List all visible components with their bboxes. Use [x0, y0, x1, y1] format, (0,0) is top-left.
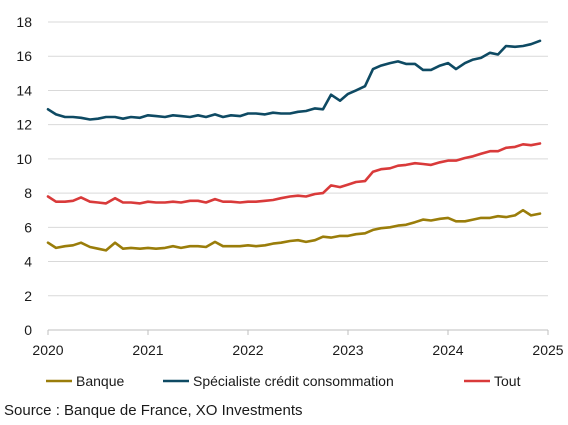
series-lines	[46, 39, 542, 252]
y-tick-label: 2	[24, 288, 32, 304]
x-tick-label: 2020	[32, 342, 63, 358]
y-tick-label: 10	[16, 151, 32, 167]
source-note: Source : Banque de France, XO Investment…	[4, 402, 303, 419]
x-tick-label: 2024	[432, 342, 463, 358]
y-tick-label: 18	[16, 14, 32, 30]
gridlines	[48, 21, 548, 331]
legend: Banque Spécialiste crédit consommation Tou…	[46, 373, 521, 389]
x-tick-label: 2022	[232, 342, 263, 358]
y-tick-label: 16	[16, 48, 32, 64]
y-tick-label: 14	[16, 82, 32, 98]
y-tick-label: 0	[24, 322, 32, 338]
x-tick-label: 2023	[332, 342, 363, 358]
x-tick-label: 2021	[132, 342, 163, 358]
y-axis-ticks: 0 2 4 6 8 10 12 14 16 18	[16, 14, 32, 338]
x-axis-ticks: 2020 2021 2022 2023 2024 2025	[32, 330, 564, 358]
y-tick-label: 12	[16, 117, 32, 133]
y-tick-label: 6	[24, 219, 32, 235]
legend-label-1: Spécialiste crédit consommation	[193, 373, 394, 389]
series-line-0	[46, 208, 542, 252]
y-tick-label: 8	[24, 185, 32, 201]
x-tick-label: 2025	[532, 342, 563, 358]
legend-label-0: Banque	[76, 373, 124, 389]
series-line-1	[46, 39, 542, 121]
legend-label-2: Tout	[494, 373, 521, 389]
y-tick-label: 4	[24, 254, 32, 270]
series-line-2	[46, 142, 542, 205]
